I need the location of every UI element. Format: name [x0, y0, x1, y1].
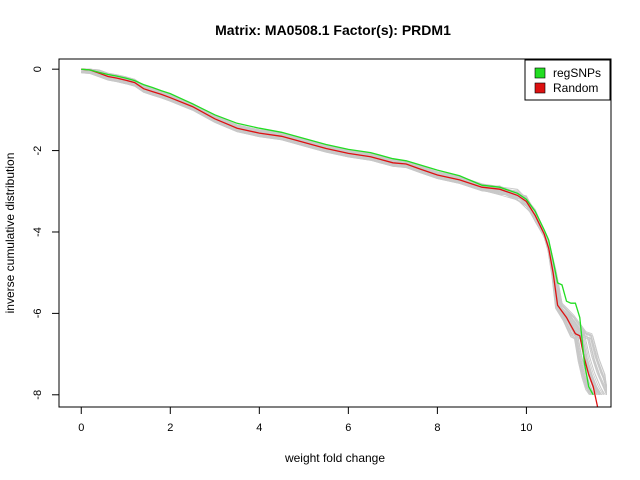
background-line	[81, 69, 607, 395]
background-line	[81, 68, 607, 395]
background-line	[81, 71, 594, 396]
y-tick-label: 0	[32, 66, 44, 72]
x-tick-label: 8	[434, 422, 440, 434]
background-line	[81, 70, 607, 395]
legend-swatch-random	[534, 82, 546, 94]
chart-title: Matrix: MA0508.1 Factor(s): PRDM1	[215, 22, 451, 38]
background-line	[81, 68, 601, 395]
series-line-regsnps	[81, 68, 594, 396]
background-line	[81, 68, 606, 396]
background-line	[81, 70, 598, 396]
x-axis: 0 2 4 6 8 10	[78, 406, 533, 434]
background-line	[81, 68, 591, 395]
y-tick-label: -4	[32, 227, 44, 237]
background-line	[81, 71, 607, 395]
legend-swatch-regsnps	[534, 67, 546, 79]
background-line	[81, 70, 601, 396]
background-line	[81, 68, 599, 395]
x-tick-label: 4	[256, 422, 262, 434]
legend-label-random: Random	[553, 81, 598, 95]
background-line	[81, 68, 607, 395]
background-line	[81, 71, 603, 396]
background-line	[81, 72, 600, 396]
background-line	[81, 71, 607, 395]
background-line	[81, 68, 595, 395]
background-line	[81, 71, 590, 396]
background-line	[81, 68, 599, 395]
series-line-random	[81, 68, 599, 408]
x-axis-label: weight fold change	[284, 451, 385, 465]
x-tick-label: 10	[520, 422, 532, 434]
background-line	[81, 72, 607, 395]
plot-frame	[58, 58, 612, 408]
background-line	[81, 69, 607, 395]
background-line	[81, 68, 598, 395]
background-line	[81, 71, 607, 395]
background-line	[81, 68, 607, 395]
legend-label-regsnps: regSNPs	[553, 66, 601, 80]
background-line	[81, 68, 604, 395]
background-line	[81, 68, 592, 395]
background-line	[81, 68, 607, 395]
background-lines	[81, 68, 607, 396]
legend-box	[524, 59, 611, 101]
x-tick-label: 6	[345, 422, 351, 434]
y-axis-label: inverse cumulative distribution	[3, 153, 17, 314]
background-line	[81, 68, 597, 395]
background-line	[81, 69, 601, 396]
background-line	[81, 69, 603, 396]
y-tick-label: -8	[32, 390, 44, 400]
background-line	[81, 68, 607, 395]
background-line	[81, 68, 595, 395]
background-line	[81, 68, 605, 395]
x-tick-label: 0	[78, 422, 84, 434]
y-axis: 0 -2 -4 -6 -8	[32, 66, 60, 400]
series-group	[81, 68, 599, 408]
background-line	[81, 72, 600, 396]
x-tick-label: 2	[167, 422, 173, 434]
background-line	[81, 70, 607, 395]
background-line	[81, 68, 593, 395]
y-tick-label: -6	[32, 309, 44, 319]
background-line	[81, 70, 590, 395]
background-line	[81, 71, 592, 396]
background-line	[81, 69, 592, 395]
y-tick-label: -2	[32, 146, 44, 156]
background-line	[81, 68, 592, 395]
background-line	[81, 69, 592, 395]
